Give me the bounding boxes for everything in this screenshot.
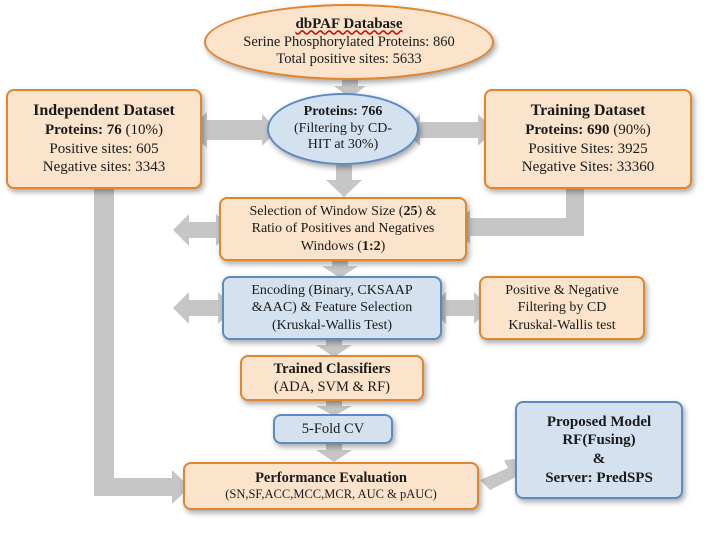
arrow-filter-independent (189, 114, 278, 146)
training-l1b: 690 (587, 122, 610, 138)
proposed-l2: RF(Fusing) (562, 431, 635, 450)
filter-l1a: Proteins: (304, 104, 362, 119)
filter-l2: (Filtering by CD- (294, 121, 392, 138)
node-filter-cdhit: Proteins: 766 (Filtering by CD- HIT at 3… (267, 93, 419, 165)
encoding-l1: Encoding (Binary, CKSAAP (251, 282, 412, 300)
kw-l2: Filtering by CD (518, 299, 607, 317)
training-l1c: (90%) (610, 122, 651, 138)
node-dbpaf-database: dbPAF Database Serine Phosphorylated Pro… (204, 4, 494, 80)
training-l3: Negative Sites: 33360 (522, 158, 654, 177)
training-l1a: Proteins: (525, 122, 587, 138)
training-title: Training Dataset (531, 101, 646, 121)
trained-l2: (ADA, SVM & RF) (274, 378, 390, 396)
kw-l3: Kruskal-Wallis test (508, 317, 615, 335)
encoding-l3: (Kruskal-Wallis Test) (272, 317, 392, 335)
window-l1a: Selection of Window Size ( (250, 204, 404, 219)
kw-l1: Positive & Negative (505, 282, 619, 300)
dbpaf-title: dbPAF Database (295, 16, 402, 32)
independent-l2: Positive sites: 605 (49, 140, 158, 159)
independent-title: Independent Dataset (33, 101, 175, 121)
arrow-train-window-h (452, 210, 584, 244)
proposed-l3: & (593, 450, 606, 469)
window-l2: Ratio of Positives and Negatives (252, 220, 435, 238)
arrow-cv-perf (316, 444, 352, 462)
proposed-l4b: PredSPS (593, 470, 653, 486)
flowchart-stage: dbPAF Database Serine Phosphorylated Pro… (0, 0, 704, 535)
node-kruskal-wallis: Positive & Negative Filtering by CD Krus… (479, 276, 645, 340)
perf-l2: (SN,SF,ACC,MCC,MCR, AUC & pAUC) (225, 487, 437, 503)
node-5fold-cv: 5-Fold CV (273, 414, 393, 444)
dbpaf-l2b: 5633 (393, 51, 422, 67)
cv-l1: 5-Fold CV (302, 420, 364, 438)
proposed-l1: Proposed Model (547, 413, 651, 432)
proposed-l4a: Server: (545, 470, 592, 486)
node-encoding-feature-selection: Encoding (Binary, CKSAAP &AAC) & Feature… (222, 276, 442, 340)
arrow-ind-perf-h (94, 470, 190, 504)
perf-l1: Performance Evaluation (255, 469, 407, 487)
dbpaf-l2a: Total positive sites: (276, 51, 392, 67)
window-l1c: ) & (417, 204, 436, 219)
filter-l3: HIT at 30%) (308, 137, 379, 154)
trained-l1: Trained Classifiers (274, 360, 391, 378)
arrow-train-window-v (566, 189, 584, 218)
independent-l3: Negative sites: 3343 (43, 158, 165, 177)
window-l3c: ) (381, 239, 386, 254)
filter-l1b: 766 (361, 104, 382, 119)
window-l3a: Windows ( (301, 239, 362, 254)
node-window-selection: Selection of Window Size (25) & Ratio of… (219, 197, 467, 261)
arrow-filter-window (326, 165, 362, 197)
window-l1b: 25 (403, 204, 417, 219)
training-l2: Positive Sites: 3925 (528, 140, 647, 159)
node-independent-dataset: Independent Dataset Proteins: 76 (10%) P… (6, 89, 202, 189)
node-trained-classifiers: Trained Classifiers (ADA, SVM & RF) (240, 355, 424, 401)
independent-l1c: (10%) (122, 122, 163, 138)
window-l3b: 1:2 (362, 239, 381, 254)
dbpaf-l1a: Serine Phosphorylated Proteins: (243, 34, 433, 50)
independent-l1b: 76 (107, 122, 122, 138)
node-training-dataset: Training Dataset Proteins: 690 (90%) Pos… (484, 89, 692, 189)
independent-l1a: Proteins: (45, 122, 107, 138)
arrow-ind-perf-v (94, 189, 114, 478)
encoding-l2: &AAC) & Feature Selection (252, 299, 413, 317)
dbpaf-l1b: 860 (433, 34, 455, 50)
node-performance-evaluation: Performance Evaluation (SN,SF,ACC,MCC,MC… (183, 462, 479, 510)
node-proposed-model: Proposed Model RF(Fusing) & Server: Pred… (515, 401, 683, 499)
